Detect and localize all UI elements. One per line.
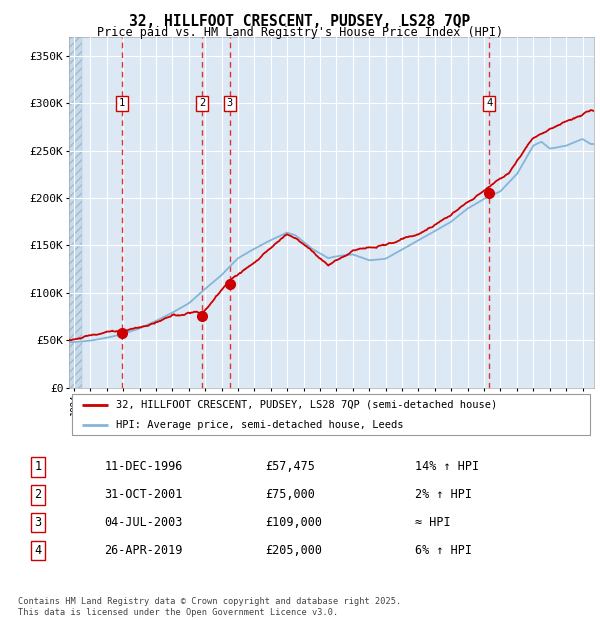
Text: 2: 2	[199, 99, 206, 108]
Text: £205,000: £205,000	[265, 544, 322, 557]
Text: 04-JUL-2003: 04-JUL-2003	[104, 516, 182, 529]
Text: 11-DEC-1996: 11-DEC-1996	[104, 460, 182, 473]
Text: 2% ↑ HPI: 2% ↑ HPI	[415, 488, 472, 501]
Text: 32, HILLFOOT CRESCENT, PUDSEY, LS28 7QP (semi-detached house): 32, HILLFOOT CRESCENT, PUDSEY, LS28 7QP …	[116, 399, 497, 410]
Text: 2: 2	[34, 488, 41, 501]
Text: ≈ HPI: ≈ HPI	[415, 516, 451, 529]
Text: 1: 1	[34, 460, 41, 473]
Text: £109,000: £109,000	[265, 516, 322, 529]
Text: 6% ↑ HPI: 6% ↑ HPI	[415, 544, 472, 557]
Text: 31-OCT-2001: 31-OCT-2001	[104, 488, 182, 501]
Text: £57,475: £57,475	[265, 460, 316, 473]
Text: Contains HM Land Registry data © Crown copyright and database right 2025.
This d: Contains HM Land Registry data © Crown c…	[18, 598, 401, 617]
Text: Price paid vs. HM Land Registry's House Price Index (HPI): Price paid vs. HM Land Registry's House …	[97, 26, 503, 39]
Text: HPI: Average price, semi-detached house, Leeds: HPI: Average price, semi-detached house,…	[116, 420, 404, 430]
Text: 14% ↑ HPI: 14% ↑ HPI	[415, 460, 479, 473]
Text: £75,000: £75,000	[265, 488, 316, 501]
Text: 3: 3	[227, 99, 233, 108]
Text: 4: 4	[34, 544, 41, 557]
Text: 3: 3	[34, 516, 41, 529]
Text: 4: 4	[486, 99, 493, 108]
Text: 26-APR-2019: 26-APR-2019	[104, 544, 182, 557]
Text: 32, HILLFOOT CRESCENT, PUDSEY, LS28 7QP: 32, HILLFOOT CRESCENT, PUDSEY, LS28 7QP	[130, 14, 470, 29]
Text: 1: 1	[119, 99, 125, 108]
FancyBboxPatch shape	[71, 394, 590, 435]
